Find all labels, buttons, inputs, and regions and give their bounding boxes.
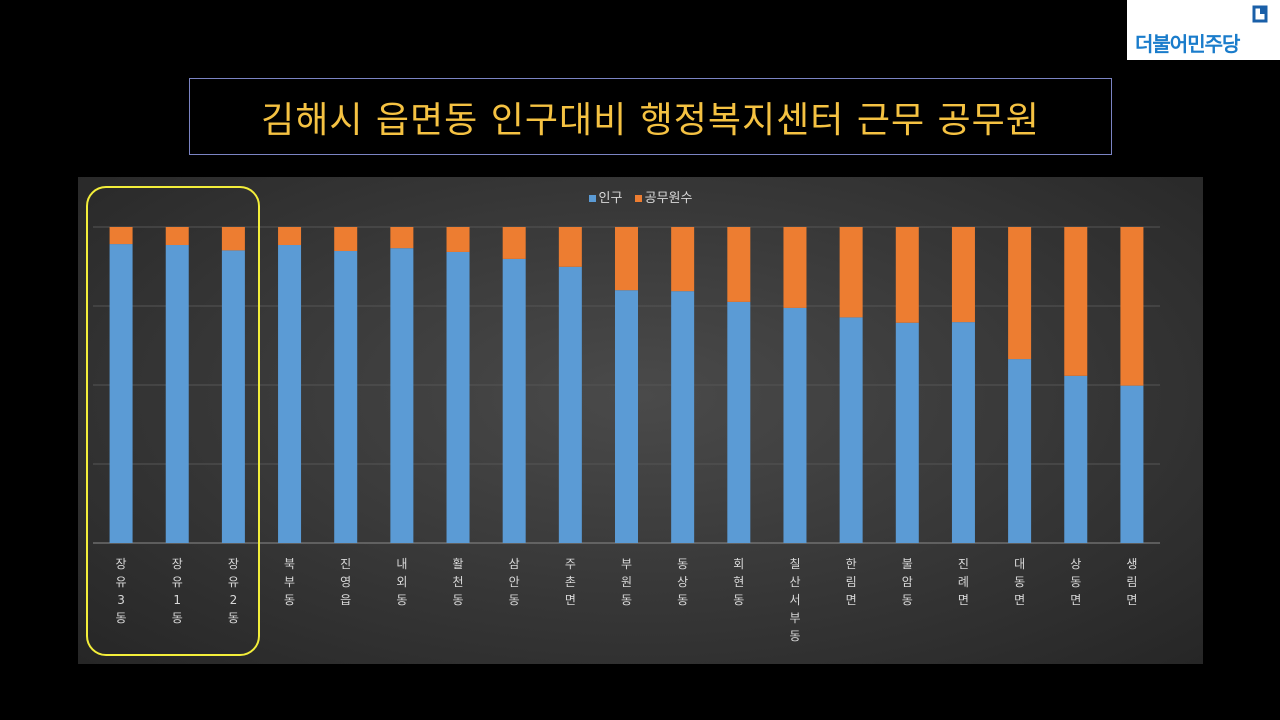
legend-swatch-population (588, 195, 596, 202)
legend-item-population: 인구 (588, 187, 623, 206)
bar-population-13 (839, 317, 863, 543)
bar-officials-18 (1120, 227, 1144, 386)
bar-population-6 (446, 251, 470, 543)
bar-officials-2 (221, 227, 245, 251)
bar-population-8 (558, 266, 582, 543)
legend-label-officials: 공무원수 (644, 191, 693, 206)
bar-officials-7 (502, 227, 526, 259)
bar-officials-3 (278, 227, 302, 246)
bar-officials-6 (446, 227, 470, 252)
bar-population-15 (951, 322, 975, 543)
bar-officials-15 (951, 227, 975, 323)
party-logo: 더불어민주당 (1127, 0, 1280, 60)
bar-population-10 (671, 291, 695, 543)
bar-population-12 (783, 307, 807, 543)
slide-title-box: 김해시 읍면동 인구대비 행정복지센터 근무 공무원 (189, 78, 1112, 155)
bar-officials-4 (334, 227, 358, 252)
legend-swatch-officials (634, 195, 642, 202)
bar-population-7 (502, 258, 526, 543)
bar-officials-1 (165, 227, 189, 246)
bar-population-16 (1008, 359, 1032, 543)
bar-officials-0 (109, 227, 133, 245)
bar-population-5 (390, 248, 414, 543)
bar-population-0 (109, 244, 133, 543)
legend-item-officials: 공무원수 (634, 187, 693, 206)
bar-officials-9 (615, 227, 638, 291)
bar-officials-14 (895, 227, 919, 323)
bar-population-18 (1120, 385, 1144, 543)
legend-label-population: 인구 (598, 191, 623, 206)
bar-population-2 (221, 250, 245, 543)
bar-population-11 (727, 301, 751, 543)
bar-officials-16 (1008, 227, 1032, 360)
bar-officials-17 (1064, 227, 1088, 376)
bar-population-9 (615, 290, 638, 543)
party-logo-text: 더불어민주당 (1135, 32, 1240, 56)
bar-population-1 (165, 245, 189, 543)
bar-officials-12 (783, 227, 807, 308)
bar-population-4 (334, 251, 358, 543)
bar-officials-10 (671, 227, 695, 292)
party-logo-mark (1252, 5, 1268, 23)
bar-population-3 (278, 245, 302, 543)
slide-title: 김해시 읍면동 인구대비 행정복지센터 근무 공무원 (261, 99, 1040, 141)
bar-population-14 (895, 322, 919, 543)
bar-officials-5 (390, 227, 414, 249)
bar-population-17 (1064, 375, 1088, 543)
bar-officials-8 (558, 227, 582, 267)
chart-plot: 장 유 3 동 장 유 1 동 장 유 2 동 북 부 동 진 영 읍 내 외 동 활 천 동 삼 안 동 주 촌 면 부 원 동 동 상 동 회 현 동 칠… (93, 226, 1160, 643)
jangyu-highlight-box (86, 186, 260, 656)
bar-officials-11 (727, 227, 751, 302)
bar-officials-13 (839, 227, 863, 318)
chart-legend: 인구 공무원수 (78, 187, 1203, 206)
